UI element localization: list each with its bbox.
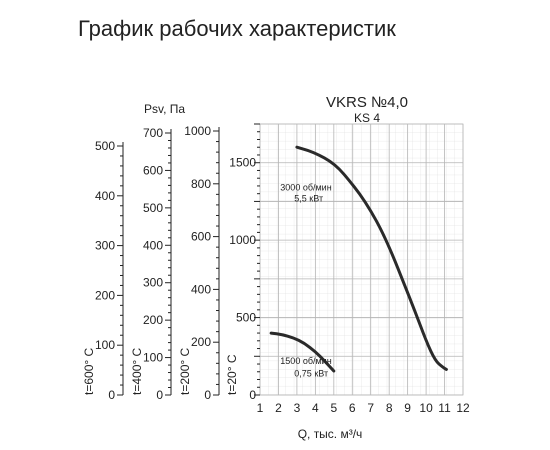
temperature-axes: 0 100 200 300 400 500 t=600° C 0 100 200 300 400 500… bbox=[82, 123, 260, 402]
temp-tick-label: 300 bbox=[143, 276, 163, 290]
temp-tick-label: 400 bbox=[95, 189, 115, 203]
page-title: График рабочих характеристик bbox=[78, 16, 396, 41]
temp-tick-label: 100 bbox=[143, 351, 163, 365]
x-tick-label: 9 bbox=[404, 401, 411, 415]
temp-tick-label: 400 bbox=[191, 282, 211, 296]
temp-tick-label: 200 bbox=[191, 335, 211, 349]
x-tick-label: 6 bbox=[349, 401, 356, 415]
plot-frame bbox=[259, 123, 464, 396]
temp-tick-label: 300 bbox=[95, 239, 115, 253]
y-tick-label: 1000 bbox=[229, 233, 256, 247]
y-tick-label: 500 bbox=[236, 311, 256, 325]
temp-axis-label: t=600° C bbox=[82, 348, 96, 395]
temp-axis: 0 100 200 300 400 500 t=600° C bbox=[82, 139, 124, 402]
temp-tick-label: 1000 bbox=[184, 124, 211, 138]
temp-tick-label: 700 bbox=[143, 126, 163, 140]
temp-axis: 0 100 200 300 400 500 600 700 t=400° C bbox=[130, 126, 172, 402]
temp-axis: 0 200 400 600 800 1000 t=200° C bbox=[178, 124, 220, 402]
curve-label-speed: 1500 об/мин bbox=[280, 356, 331, 366]
model-title: VKRS №4,0 bbox=[326, 94, 408, 111]
x-tick-label: 2 bbox=[275, 401, 282, 415]
temp-tick-label: 600 bbox=[191, 230, 211, 244]
curve-label-power: 5,5 кВт bbox=[294, 193, 323, 203]
temp-tick-label: 0 bbox=[156, 388, 163, 402]
temp-axis-label: t=400° C bbox=[130, 348, 144, 395]
x-axis-label: Q, тыс. м³/ч bbox=[298, 427, 363, 441]
y-tick-label: 0 bbox=[249, 388, 256, 402]
curve-3000-rpm bbox=[295, 145, 448, 371]
x-tick-label: 3 bbox=[294, 401, 301, 415]
curve-label-speed: 3000 об/мин bbox=[280, 183, 331, 193]
temp-tick-label: 800 bbox=[191, 177, 211, 191]
x-tick-label: 10 bbox=[419, 401, 433, 415]
y-tick-label: 1500 bbox=[229, 156, 256, 170]
model-subtitle: KS 4 bbox=[354, 111, 380, 125]
temp-tick-label: 500 bbox=[143, 201, 163, 215]
temp-tick-label: 200 bbox=[143, 313, 163, 327]
curve-label-power: 0,75 кВт bbox=[294, 368, 328, 378]
temp-axis: t=20° C bbox=[225, 123, 260, 396]
temp-tick-label: 400 bbox=[143, 238, 163, 252]
x-tick-label: 5 bbox=[330, 401, 337, 415]
x-tick-label: 8 bbox=[386, 401, 393, 415]
pressure-axis: 0 500 1000 1500 bbox=[229, 156, 256, 402]
x-tick-label: 12 bbox=[456, 401, 470, 415]
temp-axis-label: t=20° C bbox=[225, 354, 239, 395]
temp-tick-label: 600 bbox=[143, 163, 163, 177]
temp-tick-label: 200 bbox=[95, 288, 115, 302]
temp-axis-label: t=200° C bbox=[178, 348, 192, 395]
temp-tick-label: 100 bbox=[95, 338, 115, 352]
x-tick-label: 11 bbox=[438, 401, 451, 415]
x-tick-label: 4 bbox=[312, 401, 319, 415]
curve-1500-rpm bbox=[269, 331, 336, 373]
temp-tick-label: 0 bbox=[204, 388, 211, 402]
x-tick-label: 7 bbox=[367, 401, 374, 415]
x-tick-label: 1 bbox=[257, 401, 264, 415]
pressure-axis-label: Psv, Па bbox=[144, 102, 185, 116]
x-axis: 1 2 3 4 5 6 7 8 9 10 11 12 bbox=[257, 401, 470, 415]
temp-tick-label: 500 bbox=[95, 139, 115, 153]
temp-tick-label: 0 bbox=[108, 388, 115, 402]
